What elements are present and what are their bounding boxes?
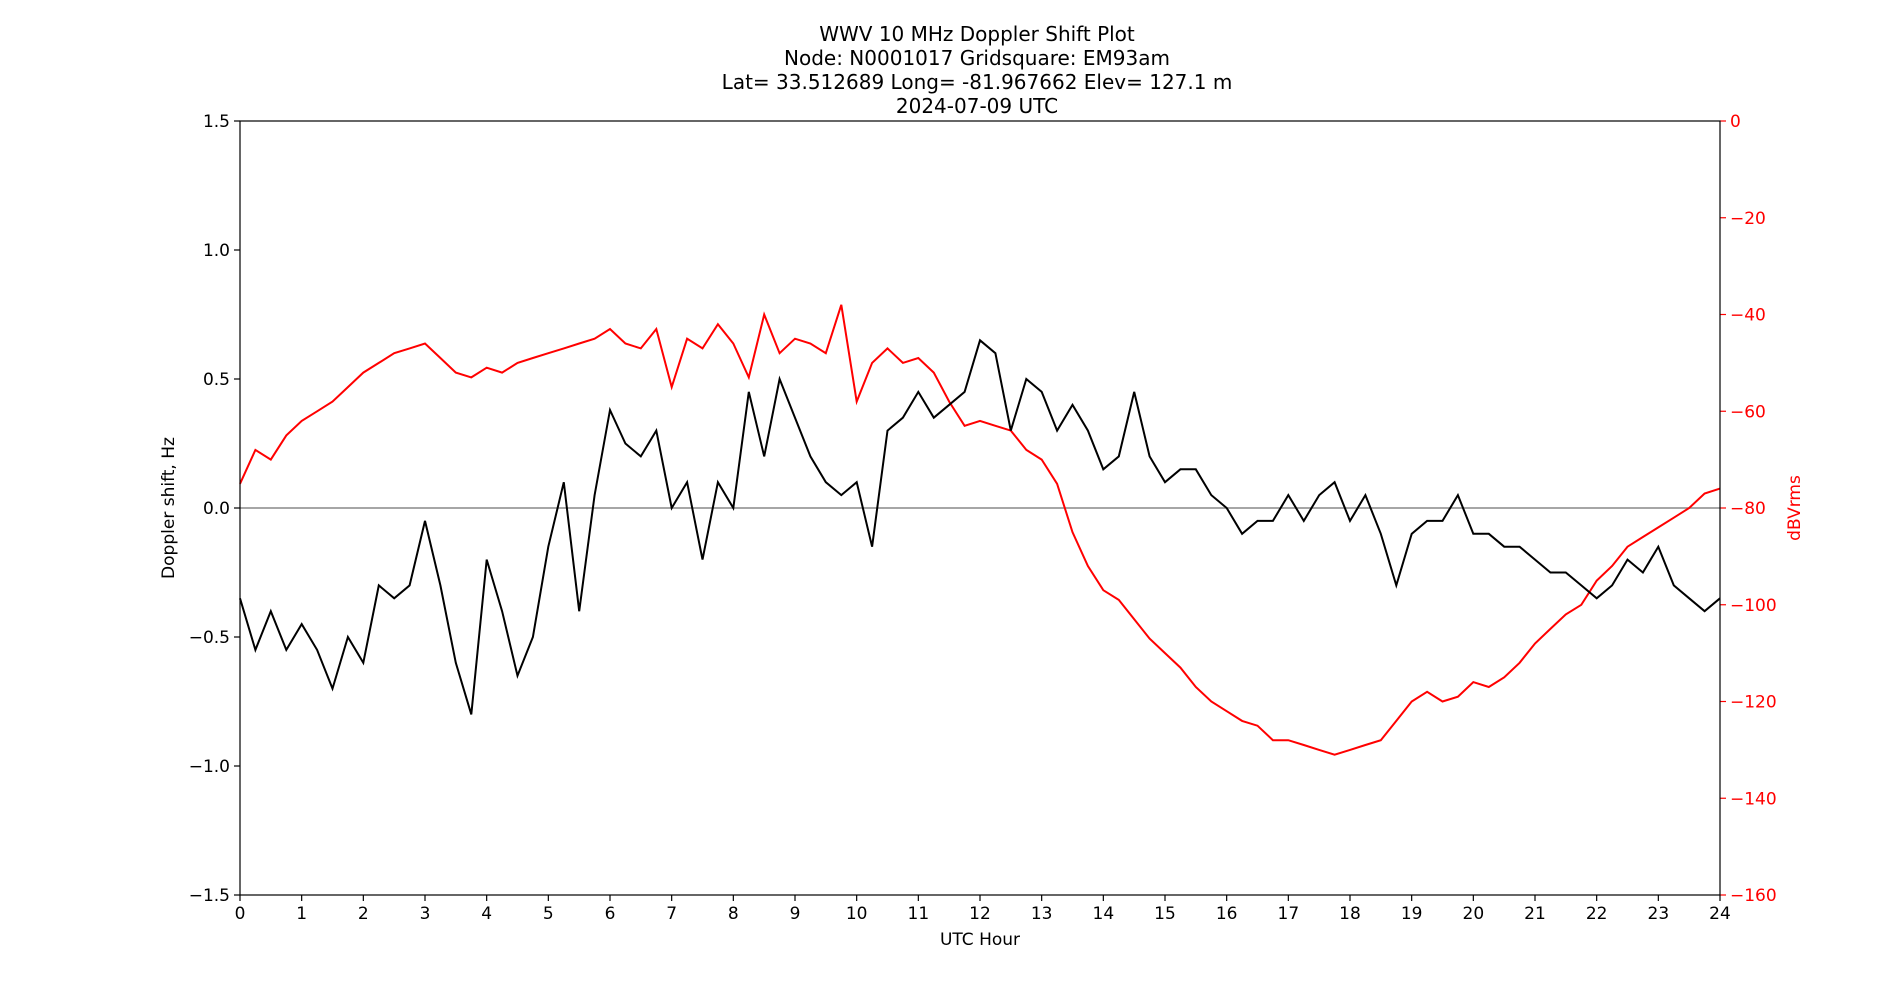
x-tick-label: 17	[1278, 904, 1300, 924]
plot-frame	[239, 120, 1721, 896]
right-tick-label: −140	[1730, 789, 1777, 809]
left-tick-label: −0.5	[189, 628, 230, 648]
title-line-1: WWV 10 MHz Doppler Shift Plot	[819, 22, 1135, 46]
right-tick-label: 0	[1730, 112, 1741, 132]
left-y-axis: 1.5 1.0 0.5 0.0 −0.5 −1.0 −1.5	[189, 112, 240, 906]
chart-title: WWV 10 MHz Doppler Shift Plot Node: N000…	[722, 22, 1233, 118]
x-tick-label: 11	[908, 904, 930, 924]
x-tick-label: 14	[1093, 904, 1115, 924]
right-tick-label: −120	[1730, 693, 1777, 713]
x-tick-label: 23	[1648, 904, 1670, 924]
title-line-4: 2024-07-09 UTC	[896, 94, 1058, 118]
left-tick-label: 0.0	[203, 499, 230, 519]
x-tick-label: 0	[235, 904, 246, 924]
right-tick-label: −20	[1730, 209, 1766, 229]
x-tick-label: 7	[666, 904, 677, 924]
right-tick-label: −60	[1730, 402, 1766, 422]
x-tick-label: 1	[296, 904, 307, 924]
right-tick-label: −40	[1730, 306, 1766, 326]
x-tick-label: 22	[1586, 904, 1608, 924]
x-tick-label: 18	[1339, 904, 1361, 924]
x-axis: 0 1 2 3 4 5 6 7 8 9 10 11 12 13 14 15 16 17 18 19 20 21 22 23 24	[235, 895, 1731, 924]
left-tick-label: −1.5	[189, 886, 230, 906]
x-tick-label: 15	[1154, 904, 1176, 924]
title-line-2: Node: N0001017 Gridsquare: EM93am	[784, 46, 1170, 70]
right-tick-label: −80	[1730, 499, 1766, 519]
x-tick-label: 13	[1031, 904, 1053, 924]
x-tick-label: 9	[790, 904, 801, 924]
x-tick-label: 19	[1401, 904, 1423, 924]
x-tick-label: 3	[420, 904, 431, 924]
right-y-axis: 0 −20 −40 −60 −80 −100 −120 −140 −160	[1720, 112, 1777, 906]
left-tick-label: 1.5	[203, 112, 230, 132]
x-tick-label: 4	[481, 904, 492, 924]
right-tick-label: −100	[1730, 596, 1777, 616]
title-line-3: Lat= 33.512689 Long= -81.967662 Elev= 12…	[722, 70, 1233, 94]
x-tick-label: 16	[1216, 904, 1238, 924]
x-tick-label: 8	[728, 904, 739, 924]
x-tick-label: 20	[1463, 904, 1485, 924]
right-y-axis-label: dBVrms	[1785, 475, 1805, 541]
left-tick-label: 0.5	[203, 370, 230, 390]
x-axis-label: UTC Hour	[940, 930, 1020, 950]
left-y-axis-label: Doppler shift, Hz	[159, 437, 179, 579]
x-tick-label: 24	[1709, 904, 1731, 924]
power-series-line	[239, 304, 1721, 756]
x-tick-label: 5	[543, 904, 554, 924]
right-tick-label: −160	[1730, 886, 1777, 906]
x-tick-label: 6	[605, 904, 616, 924]
doppler-series-line	[239, 338, 1721, 715]
x-tick-label: 21	[1524, 904, 1546, 924]
left-tick-label: 1.0	[203, 241, 230, 261]
left-tick-label: −1.0	[189, 757, 230, 777]
x-tick-label: 10	[846, 904, 868, 924]
x-tick-label: 12	[969, 904, 991, 924]
x-tick-label: 2	[358, 904, 369, 924]
